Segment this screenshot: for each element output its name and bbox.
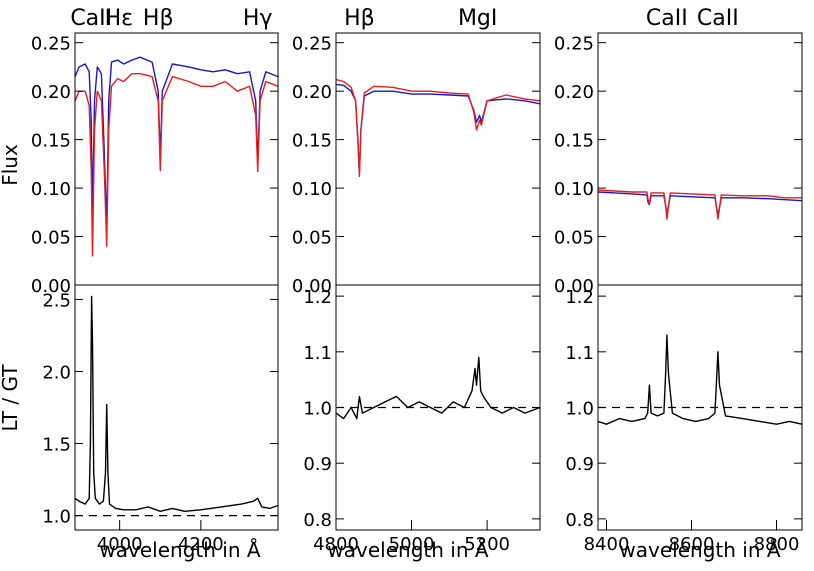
panel-top-middle: 0.00 0.05 0.10 0.15 0.20 0.25 Hβ MgI (292, 6, 541, 297)
panel-bottom-left: 1.0 1.5 2.0 2.5 4000 4200 (42, 284, 279, 555)
y-tick-label: 0.9 (565, 454, 594, 475)
x-tick-label: 4000 (97, 534, 143, 555)
x-axis-label-middle: wavelength in Å (327, 538, 488, 562)
series-line-red (335, 78, 541, 178)
series-line-black (597, 334, 803, 425)
y-tick-label: 0.25 (31, 34, 71, 55)
y-tick-label: 1.0 (565, 399, 594, 420)
y-tick-label: 2.0 (42, 362, 71, 383)
y-tick-label: 0.05 (554, 228, 594, 249)
y-tick-label: 0.05 (31, 228, 71, 249)
x-tick-label: 8600 (669, 534, 715, 555)
y-tick-label: 1.2 (303, 287, 332, 308)
x-axis-label-right: wavelength in Å (619, 538, 780, 562)
panel-bottom-middle: 0.8 0.9 1.0 1.1 1.2 4800 5000 5200 (303, 284, 541, 555)
x-tick-label: 8400 (584, 534, 630, 555)
spectral-line-label: CaII (70, 6, 112, 31)
series-line-red (597, 189, 802, 220)
y-tick-label: 0.15 (554, 131, 594, 152)
spectral-line-label: Hγ (243, 6, 273, 31)
y-tick-label: 0.05 (292, 228, 332, 249)
panel-frame (74, 284, 279, 531)
panel-frame (597, 32, 803, 286)
y-tick-label: 0.15 (31, 131, 71, 152)
y-tick-label: 1.1 (565, 343, 594, 364)
x-tick-label: 8800 (754, 534, 800, 555)
series-line-black (74, 295, 279, 512)
ratio-axis-label: LT / GT (0, 364, 22, 432)
y-tick-label: 0.00 (292, 276, 332, 297)
y-tick-label: 0.15 (292, 131, 332, 152)
spectral-line-label: Hε (105, 6, 133, 31)
spectral-line-label: CaII (646, 6, 688, 31)
x-tick-label: 4200 (178, 534, 224, 555)
y-tick-label: 0.20 (292, 82, 332, 103)
spectral-line-label: MgI (458, 6, 497, 31)
y-tick-label: 1.2 (565, 287, 594, 308)
y-tick-label: 0.25 (554, 34, 594, 55)
x-axis-label-left: wavelength in Å (99, 538, 260, 562)
y-tick-label: 0.00 (31, 276, 71, 297)
y-tick-label: 1.0 (42, 507, 71, 528)
panel-frame (74, 32, 279, 286)
y-tick-label: 0.10 (31, 179, 71, 200)
y-tick-label: 0.9 (303, 454, 332, 475)
series-line-black (335, 356, 541, 420)
x-tick-label: 5200 (464, 534, 510, 555)
spectral-line-label: Hβ (344, 6, 375, 31)
y-tick-label: 0.20 (554, 82, 594, 103)
y-tick-label: 1.5 (42, 435, 71, 456)
series-line-red (74, 72, 279, 257)
y-tick-label: 2.5 (42, 290, 71, 311)
spectral-line-label: Hβ (143, 6, 174, 31)
y-tick-label: 0.8 (565, 510, 594, 531)
series-line-blue (335, 83, 541, 175)
panel-top-right: 0.00 0.05 0.10 0.15 0.20 0.25 CaII CaII (554, 6, 803, 297)
spectral-line-label: CaII (697, 6, 739, 31)
panel-bottom-right: 0.8 0.9 1.0 1.1 1.2 8400 8600 8800 (565, 284, 803, 555)
y-tick-label: 0.10 (554, 179, 594, 200)
y-tick-label: 0.00 (554, 276, 594, 297)
y-tick-label: 0.25 (292, 34, 332, 55)
y-tick-label: 0.10 (292, 179, 332, 200)
flux-axis-label: Flux (0, 144, 22, 186)
y-tick-label: 0.20 (31, 82, 71, 103)
x-tick-label: 4800 (313, 534, 359, 555)
y-tick-label: 1.0 (303, 399, 332, 420)
y-tick-label: 0.8 (303, 510, 332, 531)
x-tick-label: 5000 (389, 534, 435, 555)
y-tick-label: 1.1 (303, 343, 332, 364)
panel-frame (335, 32, 541, 286)
